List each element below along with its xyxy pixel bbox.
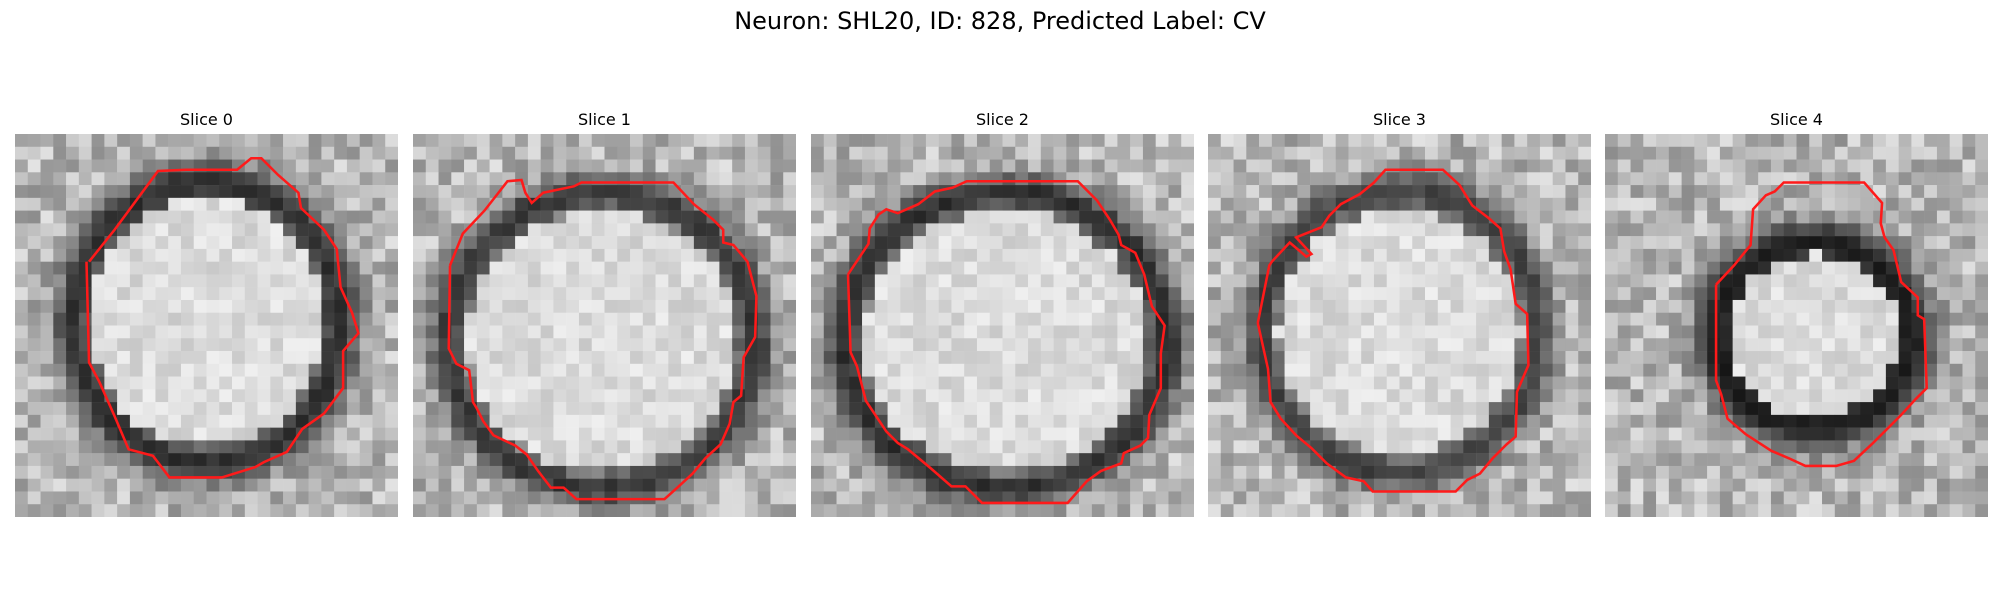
slice-image (1605, 134, 1988, 517)
slice-canvas (1605, 134, 1988, 517)
slice-title: Slice 2 (811, 110, 1194, 134)
slice-canvas (811, 134, 1194, 517)
slice-image (15, 134, 398, 517)
figure-title: Neuron: SHL20, ID: 828, Predicted Label:… (0, 6, 2000, 36)
slice-canvas (413, 134, 796, 517)
slice-panel-4: Slice 4 (1605, 110, 1988, 517)
slice-image (413, 134, 796, 517)
slice-title: Slice 1 (413, 110, 796, 134)
slice-title: Slice 4 (1605, 110, 1988, 134)
slice-canvas (1208, 134, 1591, 517)
slice-panel-3: Slice 3 (1208, 110, 1591, 517)
slice-panel-2: Slice 2 (811, 110, 1194, 517)
slice-panel-0: Slice 0 (15, 110, 398, 517)
slice-canvas (15, 134, 398, 517)
slice-title: Slice 3 (1208, 110, 1591, 134)
slice-panel-1: Slice 1 (413, 110, 796, 517)
slice-image (811, 134, 1194, 517)
slice-image (1208, 134, 1591, 517)
slice-title: Slice 0 (15, 110, 398, 134)
